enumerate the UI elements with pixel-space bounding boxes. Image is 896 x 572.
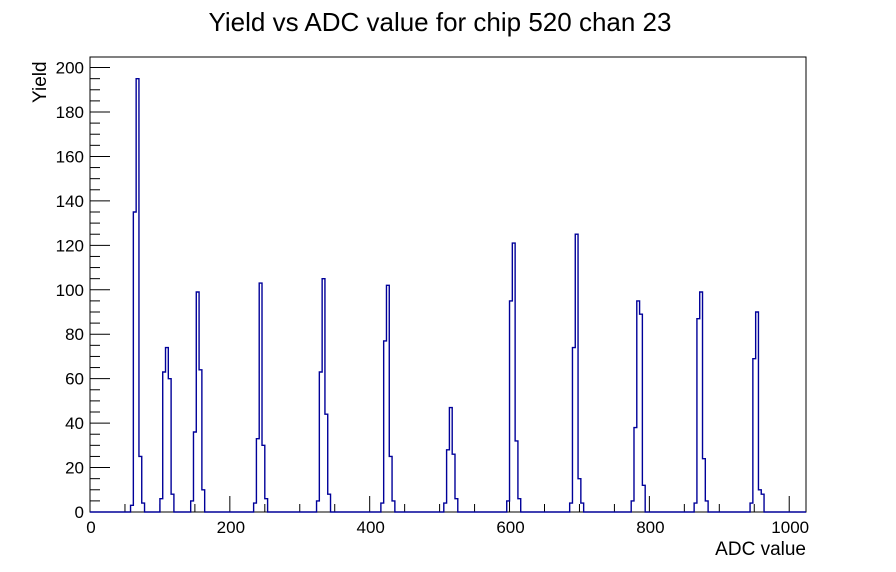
x-axis-title: ADC value: [715, 539, 806, 560]
x-tick-label: 0: [86, 518, 95, 537]
chart-title: Yield vs ADC value for chip 520 chan 23: [208, 7, 672, 37]
x-tick-label: 800: [636, 518, 664, 537]
plot-frame: [89, 56, 807, 513]
x-tick-label: 400: [357, 518, 385, 537]
y-tick-label: 40: [65, 414, 84, 433]
y-tick-label: 160: [56, 147, 84, 166]
y-tick-label: 200: [56, 59, 84, 78]
histogram-line: [90, 77, 806, 513]
y-tick-label: 0: [75, 503, 84, 522]
y-tick-label: 80: [65, 325, 84, 344]
y-tick-label: 140: [56, 192, 84, 211]
x-tick-label: 1000: [771, 518, 809, 537]
y-tick-label: 180: [56, 103, 84, 122]
y-tick-label: 60: [65, 370, 84, 389]
y-tick-label: 20: [65, 459, 84, 478]
y-tick-label: 100: [56, 281, 84, 300]
x-tick-label: 600: [496, 518, 524, 537]
y-tick-label: 120: [56, 236, 84, 255]
x-tick-label: 200: [217, 518, 245, 537]
y-axis-title: Yield: [30, 61, 51, 103]
